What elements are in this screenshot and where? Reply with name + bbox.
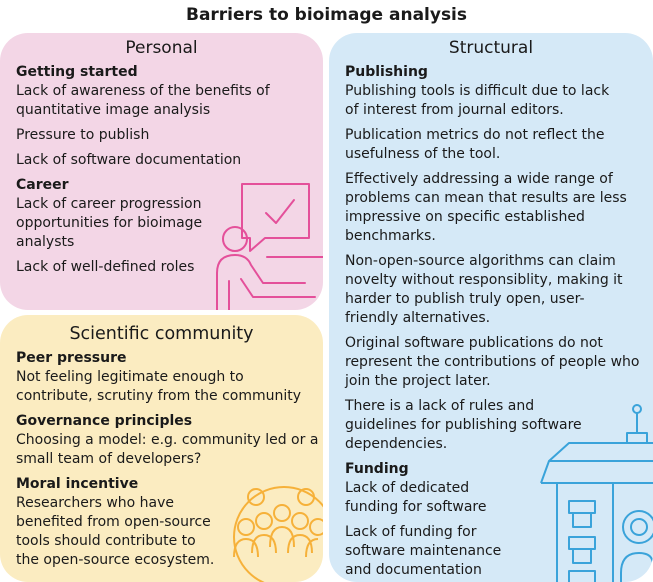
building-icon (540, 404, 653, 582)
community-content: Peer pressure Not feeling legitimate eno… (16, 349, 322, 576)
section-heading: Getting started (16, 64, 138, 80)
barrier-item: Lack of career progression opportunities… (16, 196, 203, 250)
barrier-item: Non-open-source algorithms can claim nov… (345, 253, 623, 326)
section-heading: Governance principles (16, 413, 193, 429)
structural-title: Structural (448, 38, 534, 58)
barrier-item: Original software publications do not re… (345, 335, 640, 389)
barrier-item: There is a lack of rules and guidelines … (345, 398, 582, 452)
structural-panel: Structural Publishing Publishing tools i… (329, 33, 653, 582)
barrier-item: Lack of funding for software maintenance… (345, 524, 502, 578)
section-heading: Career (16, 177, 69, 193)
section-heading: Peer pressure (16, 350, 127, 366)
barrier-item: Pressure to publish (16, 127, 150, 143)
personal-title: Personal (125, 38, 198, 58)
barrier-item: Publication metrics do not reflect the u… (345, 127, 605, 162)
barrier-item: Lack of well-defined roles (16, 259, 195, 275)
personal-content: Getting started Lack of awareness of the… (16, 63, 316, 283)
barrier-item: Lack of awareness of the benefits of qua… (16, 83, 270, 118)
barrier-item: Not feeling legitimate enough to contrib… (16, 369, 302, 404)
barrier-item: Choosing a model: e.g. community led or … (16, 432, 319, 467)
section-heading: Funding (345, 461, 409, 477)
barrier-item: Effectively addressing a wide range of p… (345, 171, 627, 244)
community-group-icon (233, 486, 323, 582)
structural-content: Publishing Publishing tools is difficult… (345, 63, 650, 582)
section-heading: Publishing (345, 64, 428, 80)
figure-title: Barriers to bioimage analysis (185, 5, 468, 25)
barrier-item: Researchers who have benefited from open… (16, 495, 215, 568)
barrier-item: Lack of dedicated funding for software (345, 480, 487, 515)
personal-panel: Personal Getting started Lack of awarene… (0, 33, 323, 310)
community-panel: Scientific community Peer pressure Not f… (0, 315, 323, 582)
community-title: Scientific community (69, 324, 254, 344)
barrier-item: Lack of software documentation (16, 152, 242, 168)
section-heading: Moral incentive (16, 476, 139, 492)
presenter-icon (216, 183, 323, 310)
barrier-item: Publishing tools is difficult due to lac… (345, 83, 610, 118)
